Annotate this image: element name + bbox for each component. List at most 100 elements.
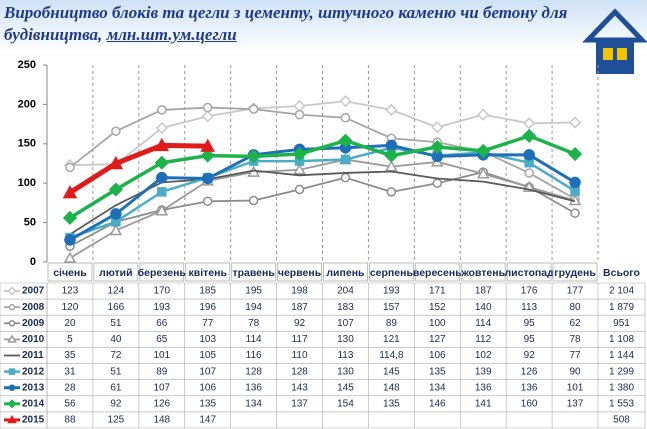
table-value: 136	[521, 382, 538, 393]
table-value: 92	[110, 398, 122, 409]
table-value: 107	[153, 382, 170, 393]
marker	[64, 234, 76, 246]
table-value: 106	[429, 350, 446, 361]
series-line	[69, 169, 576, 236]
table-value: 204	[337, 286, 354, 297]
table-value: 120	[62, 302, 79, 313]
x-tick-label: травень	[232, 267, 275, 279]
table-value: 114	[246, 334, 262, 345]
table-total: 1 553	[609, 398, 634, 409]
x-tick-label: жовтень	[460, 267, 505, 279]
table-value: 89	[156, 366, 168, 377]
series-line	[69, 171, 576, 248]
marker	[8, 303, 16, 311]
table-value: 139	[475, 366, 492, 377]
table-total: 951	[613, 318, 630, 329]
table-value: 113	[521, 302, 537, 313]
table-value: 116	[246, 350, 262, 361]
table-value: 112	[475, 334, 491, 345]
table-value: 128	[291, 366, 308, 377]
table-total: 1 108	[609, 334, 634, 345]
table-total: 1 879	[609, 302, 634, 313]
marker	[384, 148, 399, 163]
marker	[293, 99, 306, 113]
marker	[386, 187, 397, 197]
y-tick-label: 200	[18, 98, 36, 110]
marker	[340, 154, 351, 165]
marker	[385, 103, 398, 116]
category-cell	[185, 262, 231, 282]
table-value: 196	[199, 302, 216, 313]
marker	[8, 384, 16, 391]
marker	[108, 155, 124, 170]
table-value: 125	[108, 415, 125, 426]
marker	[201, 110, 214, 123]
table-value: 166	[108, 302, 125, 313]
table-value: 107	[337, 318, 354, 329]
marker	[200, 138, 215, 152]
table-value: 183	[337, 302, 354, 313]
marker	[8, 368, 16, 375]
y-tick-label: 0	[30, 256, 36, 268]
marker	[202, 102, 213, 113]
table-value: 61	[110, 382, 122, 393]
category-cell	[414, 262, 460, 282]
marker	[292, 146, 307, 162]
table-value: 140	[475, 302, 492, 313]
marker	[157, 105, 167, 115]
legend-label: 2012	[22, 366, 45, 377]
table-value: 136	[245, 382, 262, 393]
legend-label: 2009	[22, 318, 45, 329]
table-value: 103	[199, 334, 216, 345]
table-value: 145	[383, 366, 400, 377]
marker	[108, 182, 123, 197]
x-tick-label: квітень	[189, 267, 228, 279]
table-total: 1 144	[609, 350, 634, 361]
table-value: 137	[567, 398, 584, 409]
marker	[430, 139, 445, 155]
x-tick-label: березень	[138, 267, 187, 279]
series-line	[69, 158, 576, 259]
marker	[8, 320, 16, 327]
legend-label: 2015	[22, 415, 45, 426]
marker	[156, 171, 168, 184]
table-value: 152	[429, 302, 446, 313]
series-line	[69, 134, 576, 220]
logo	[582, 8, 647, 74]
table-value: 51	[110, 366, 122, 377]
legend-label: 2011	[22, 350, 44, 361]
marker	[248, 104, 259, 114]
marker	[65, 162, 75, 173]
marker	[570, 186, 580, 196]
category-cell	[139, 262, 185, 282]
category-cell	[552, 262, 598, 282]
y-tick-label: 50	[24, 217, 36, 229]
y-tick-label: 100	[18, 177, 36, 189]
marker	[568, 116, 582, 129]
table-value: 147	[199, 415, 216, 426]
table-value: 92	[294, 318, 306, 329]
table-value: 193	[153, 302, 170, 313]
table-value: 126	[153, 398, 170, 409]
table-value: 187	[291, 302, 308, 313]
marker	[200, 148, 215, 163]
x-tick-label: лютий	[99, 267, 132, 279]
marker	[294, 109, 305, 120]
x-tick-label: листопад	[505, 267, 555, 279]
table-value: 136	[475, 382, 492, 393]
table-value: 148	[153, 415, 170, 426]
marker	[62, 210, 78, 225]
table-value: 193	[383, 286, 400, 297]
marker	[570, 208, 580, 218]
marker	[248, 195, 259, 206]
table-value: 78	[569, 334, 581, 345]
marker	[155, 204, 169, 216]
table-value: 171	[429, 286, 446, 297]
x-tick-label: грудень	[554, 267, 596, 279]
marker	[62, 185, 78, 199]
table-total: 1 299	[609, 366, 634, 377]
table-value: 92	[524, 350, 536, 361]
marker	[109, 223, 123, 236]
category-cell	[93, 262, 139, 282]
table-value: 105	[199, 350, 216, 361]
